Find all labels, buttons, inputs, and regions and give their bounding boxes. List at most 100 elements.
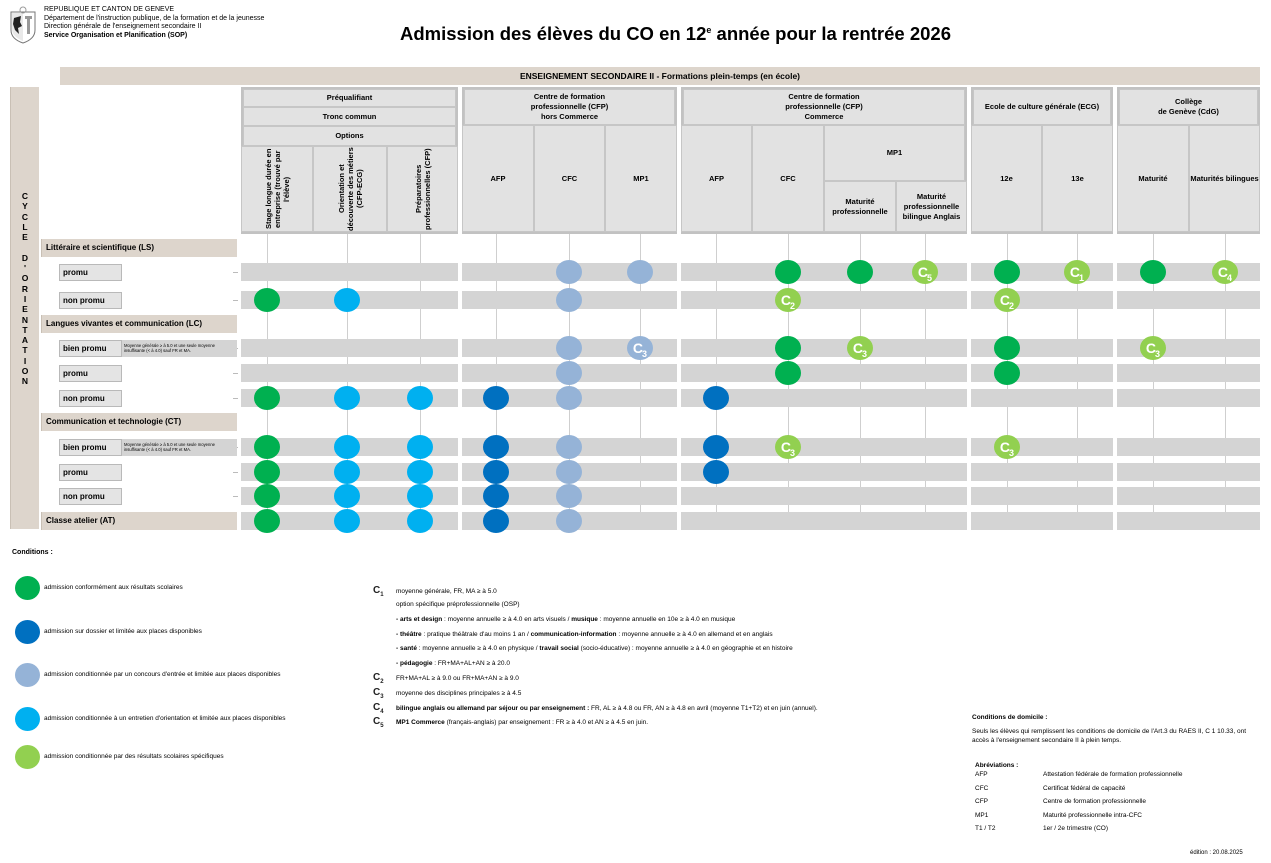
admission-marker-lime-c3[interactable]: C3 [994,435,1020,459]
admission-marker-cyan[interactable] [407,509,433,533]
admission-marker-green[interactable] [775,361,801,385]
admission-marker-lime-c2[interactable]: C2 [775,288,801,312]
admission-marker-cyan[interactable] [334,435,360,459]
admission-marker-grey[interactable] [556,336,582,360]
admission-marker-cyan[interactable] [334,509,360,533]
osp-option-name: - santé [396,645,417,652]
row-tick [233,472,238,473]
column-header-text: 13e [1071,173,1084,183]
column-header-e13: 13e [1042,125,1113,232]
group-title-text: Ecole de culture générale (ECG) [984,102,1100,111]
page-title: Admission des élèves du CO en 12e année … [0,23,1271,45]
code-text: bilingue anglais ou allemand par séjour … [396,705,818,712]
admission-marker-cyan[interactable] [407,484,433,508]
category-header: Classe atelier (AT) [41,512,237,530]
group-title-text: Commerce [804,112,844,121]
group-title: Préqualifiant [243,89,456,107]
admission-marker-green[interactable] [254,386,280,410]
admission-marker-cyan[interactable] [334,288,360,312]
admission-marker-green[interactable] [1140,260,1166,284]
admission-marker-grey[interactable] [556,435,582,459]
column-guide-line [860,234,861,530]
admission-marker-green[interactable] [254,484,280,508]
row-label-promu: promu [59,264,122,281]
admission-marker-cyan[interactable] [407,435,433,459]
admission-marker-navy[interactable] [703,386,729,410]
row-band [1117,263,1260,281]
osp-option-name: travail social [539,645,579,652]
column-header-prep: Préparatoires professionnelles (CFP) [387,146,458,232]
admission-marker-navy[interactable] [703,460,729,484]
admission-marker-cyan[interactable] [407,460,433,484]
admission-marker-navy[interactable] [483,435,509,459]
osp-option-text: : moyenne annuelle ≥ à 4.0 en physique / [416,645,540,652]
org-line: Département de l'instruction publique, d… [44,14,265,22]
admission-marker-navy[interactable] [483,460,509,484]
column-header-afp2: AFP [681,125,752,232]
admission-marker-navy[interactable] [483,484,509,508]
admission-marker-navy[interactable] [703,435,729,459]
admission-marker-cyan[interactable] [407,386,433,410]
admission-marker-grey[interactable] [556,484,582,508]
admission-marker-lime-c3[interactable]: C3 [1140,336,1166,360]
admission-marker-navy[interactable] [483,509,509,533]
admission-marker-cyan[interactable] [334,460,360,484]
row-band [1117,487,1260,505]
column-header-mp1a: MP1 [605,125,677,232]
admission-marker-lime-c3[interactable]: C3 [847,336,873,360]
admission-marker-green[interactable] [254,509,280,533]
admission-marker-grey[interactable] [556,509,582,533]
group-title-text: de Genève (CdG) [1158,107,1219,116]
code-key: C3 [373,687,384,700]
row-label-bien-promu: bien promu [59,439,122,456]
row-band [681,438,967,456]
admission-marker-green[interactable] [254,435,280,459]
admission-marker-green[interactable] [254,460,280,484]
admission-marker-green[interactable] [994,260,1020,284]
legend-swatch-lime [15,745,40,769]
admission-marker-lime-c5[interactable]: C5 [912,260,938,284]
code-text-body: moyenne des disciplines principales ≥ à … [396,690,522,697]
column-guide-line [716,234,717,530]
admission-marker-cyan[interactable] [334,484,360,508]
admission-marker-green[interactable] [254,288,280,312]
group-title-text: Centre de formation professionnelle (CFP… [785,92,863,111]
organization-header: REPUBLIQUE ET CANTON DE GENEVE Départeme… [44,6,264,40]
admission-marker-grey[interactable] [627,260,653,284]
column-header-mpba: Maturité professionnelle bilingue Anglai… [896,181,967,232]
legend-label: admission conformément aux résultats sco… [44,584,183,591]
admission-marker-green[interactable] [994,361,1020,385]
code-text-body: FR+MA+AL ≥ à 9.0 ou FR+MA+AN ≥ à 9.0 [396,675,519,682]
osp-option-name: communication-information [530,631,617,638]
admission-marker-green[interactable] [994,336,1020,360]
column-guide-line [496,234,497,530]
admission-marker-lime-c4[interactable]: C4 [1212,260,1238,284]
admission-marker-cyan[interactable] [334,386,360,410]
admission-marker-green[interactable] [775,260,801,284]
admission-marker-grey[interactable] [556,260,582,284]
code-text-bold: MP1 Commerce [396,719,445,726]
abbreviation-key: T1 / T2 [975,825,996,832]
row-tick [233,272,238,273]
row-band [241,263,458,281]
admission-marker-lime-c3[interactable]: C3 [775,435,801,459]
admission-marker-navy[interactable] [483,386,509,410]
admission-marker-grey-c3[interactable]: C3 [627,336,653,360]
admission-marker-grey[interactable] [556,361,582,385]
code-key: C1 [373,585,384,598]
code-text-body: moyenne générale, FR, MA ≥ à 5.0 [396,588,497,595]
admission-marker-grey[interactable] [556,460,582,484]
column-guide-line [640,234,641,530]
admission-marker-lime-c1[interactable]: C1 [1064,260,1090,284]
admission-marker-green[interactable] [847,260,873,284]
admission-marker-grey[interactable] [556,386,582,410]
group-header-cfp_c: Centre de formation professionnelle (CFP… [681,87,967,234]
group-title: Ecole de culture générale (ECG) [973,89,1111,125]
admission-marker-grey[interactable] [556,288,582,312]
admission-marker-green[interactable] [775,336,801,360]
osp-option-text: : moyenne annuelle ≥ à 4.0 en arts visue… [442,616,572,623]
admission-marker-lime-c2[interactable]: C2 [994,288,1020,312]
column-header-text: Orientation et découverte des métiers (C… [336,147,364,231]
